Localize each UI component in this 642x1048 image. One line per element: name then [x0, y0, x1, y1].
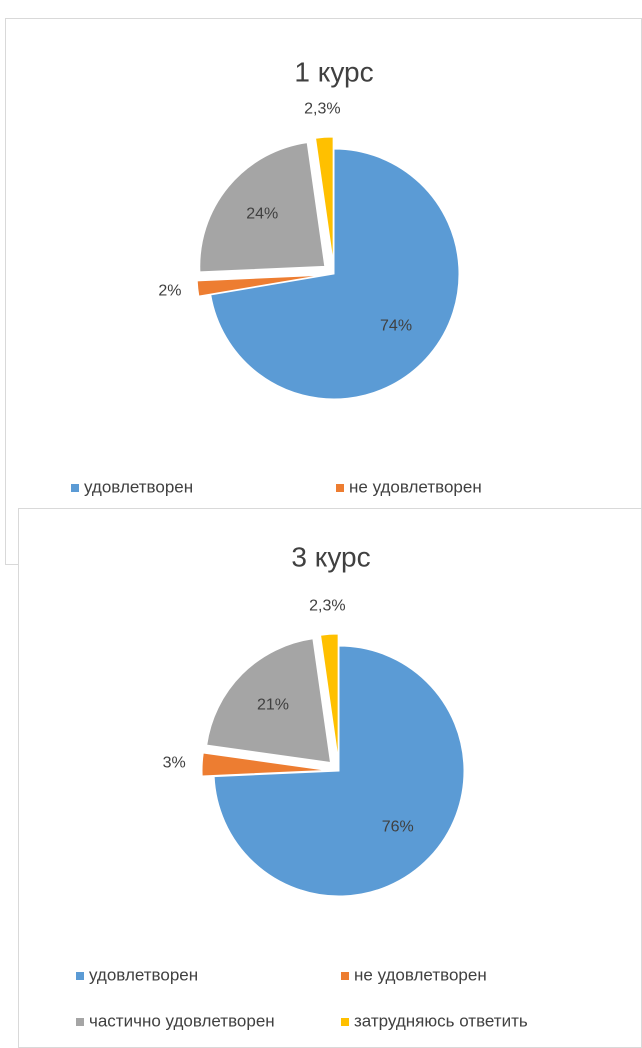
legend-swatch [71, 484, 79, 492]
legend-swatch [76, 1018, 84, 1026]
legend-label: не удовлетворен [349, 477, 482, 496]
pie-slice [314, 136, 334, 263]
legend-label: затрудняюсь ответить [354, 1011, 528, 1030]
data-label: 74% [380, 318, 412, 335]
pie-slice [201, 752, 328, 777]
legend-swatch [341, 1018, 349, 1026]
data-label: 2,3% [304, 101, 340, 118]
legend-swatch [336, 484, 344, 492]
data-label: 2% [158, 283, 181, 300]
data-label: 76% [382, 818, 414, 835]
data-label: 21% [257, 696, 289, 713]
pie-slice [210, 148, 460, 400]
pie-slice [319, 633, 339, 760]
legend-swatch [341, 972, 349, 980]
data-label: 24% [246, 206, 278, 223]
pie-slice [206, 638, 332, 764]
data-label: 3% [163, 754, 186, 771]
chart-title: 1 курс [294, 56, 373, 87]
legend-label: удовлетворен [89, 965, 198, 984]
pie-slice [199, 142, 326, 273]
chart: 1 курс 74% 2% 24% 2,3% удовлетворен не удовле… [5, 18, 642, 565]
data-label: 2,3% [309, 598, 345, 615]
legend-label: частично удовлетворен [89, 1011, 275, 1030]
legend-swatch [76, 972, 84, 980]
chart-title: 3 курс [291, 541, 370, 572]
legend-label: не удовлетворен [354, 965, 487, 984]
chart: 3 курс 76% 3% 21% 2,3% удовлетворен не удовле… [18, 508, 642, 1048]
pie-slice [213, 645, 465, 897]
legend-label: удовлетворен [84, 477, 193, 496]
pie-slice [196, 274, 323, 297]
